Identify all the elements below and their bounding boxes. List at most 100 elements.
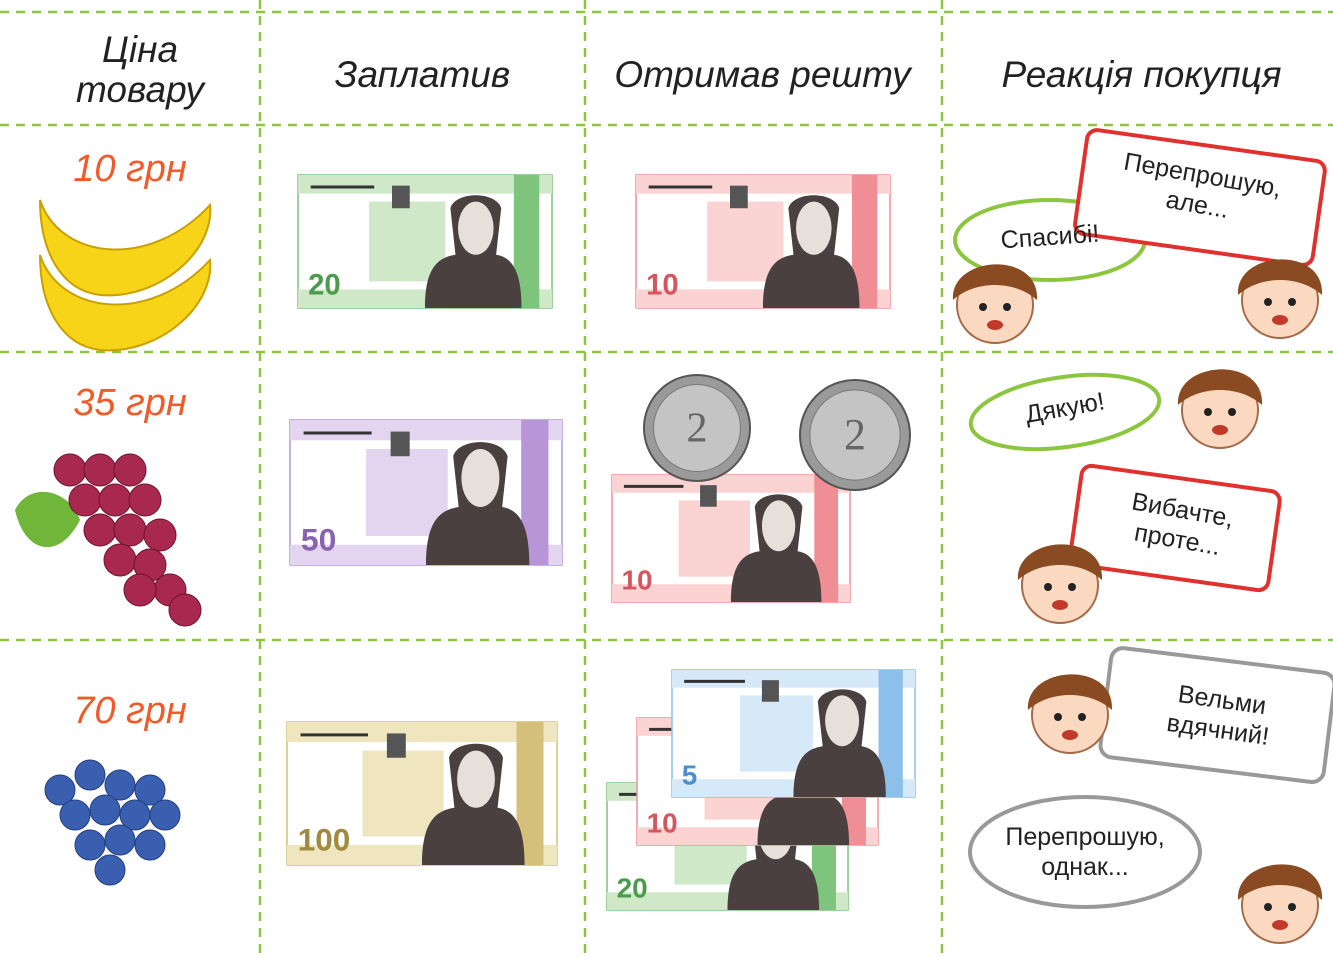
price: 35 грн — [73, 382, 187, 424]
emblem — [761, 680, 779, 702]
coin-inner — [809, 389, 901, 481]
blueberry — [59, 799, 91, 831]
banknote-band — [287, 722, 557, 743]
coin-value: 2 — [844, 410, 866, 459]
banknote-pattern — [366, 449, 448, 536]
blueberry — [104, 769, 136, 801]
boy-eye — [1068, 583, 1076, 591]
blueberry — [104, 824, 136, 856]
header: Реакція покупця — [1001, 54, 1282, 95]
price: 70 грн — [73, 690, 187, 732]
banknote-band — [612, 475, 850, 493]
banknote: 10 — [635, 174, 891, 309]
boy-eye — [1003, 303, 1011, 311]
banknote-pattern — [707, 201, 784, 282]
blueberry — [149, 799, 181, 831]
boy-eye — [1204, 408, 1212, 416]
emblem — [700, 485, 717, 507]
denomination: 10 — [647, 807, 678, 838]
blueberry — [134, 774, 166, 806]
boy-hair — [1027, 674, 1113, 710]
banknote-strip — [814, 475, 839, 602]
coin-value: 2 — [686, 404, 707, 451]
header: Отримав решту — [614, 54, 911, 95]
grape — [113, 513, 147, 547]
boy-mouth — [1272, 315, 1288, 325]
emblem — [729, 185, 748, 209]
banknote: 5 — [671, 669, 916, 798]
emblem — [391, 185, 410, 209]
denomination: 100 — [298, 823, 350, 858]
portrait-face — [457, 750, 495, 808]
header: Заплатив — [334, 54, 511, 95]
portrait-face — [458, 201, 494, 255]
boy-hair — [1177, 369, 1263, 405]
banana — [39, 199, 212, 297]
blueberry — [94, 854, 126, 886]
banknote-pattern — [740, 695, 813, 772]
blueberry — [74, 759, 106, 791]
coin-inner — [653, 384, 741, 472]
grape — [98, 483, 132, 517]
banknote-band — [672, 670, 915, 688]
boy-eye — [1288, 298, 1296, 306]
boy-mouth — [1272, 920, 1288, 930]
blueberry — [74, 829, 106, 861]
grape — [83, 453, 117, 487]
boy-eye — [1044, 583, 1052, 591]
banknote: 100 — [286, 721, 558, 866]
banknote-band — [290, 420, 562, 441]
portrait-face — [461, 449, 500, 507]
speech-bubble — [1073, 128, 1327, 267]
boy-mouth — [987, 320, 1003, 330]
grape — [128, 483, 162, 517]
speech-bubble — [968, 372, 1162, 452]
banana — [39, 254, 212, 352]
boy-mouth — [1062, 730, 1078, 740]
emblem — [386, 733, 406, 758]
banknote-pattern — [362, 750, 444, 837]
grape — [123, 573, 157, 607]
grape — [53, 453, 87, 487]
boy-hair — [1237, 864, 1323, 900]
boy-mouth — [1052, 600, 1068, 610]
boy-eye — [1288, 903, 1296, 911]
grape — [168, 593, 202, 627]
boy-eye — [1054, 713, 1062, 721]
grape — [143, 518, 177, 552]
banknote: 20 — [297, 174, 553, 309]
denomination: 50 — [301, 522, 336, 558]
portrait-face — [825, 695, 860, 747]
header: Ціна товару — [76, 29, 204, 110]
emblem — [390, 431, 410, 457]
boy-eye — [1228, 408, 1236, 416]
grape — [113, 453, 147, 487]
blueberry — [134, 829, 166, 861]
leaf — [15, 491, 80, 548]
speech-bubble — [968, 795, 1202, 909]
grape — [68, 483, 102, 517]
boy-eye — [1264, 298, 1272, 306]
speech-bubble — [1068, 463, 1282, 593]
denomination: 10 — [622, 564, 653, 595]
banknote: 10 — [611, 474, 851, 603]
boy-eye — [1078, 713, 1086, 721]
banknote: 50 — [289, 419, 563, 566]
boy-eye — [979, 303, 987, 311]
denomination: 5 — [682, 759, 698, 790]
boy-hair — [1237, 259, 1323, 295]
portrait-face — [761, 500, 796, 552]
boy-eye — [1264, 903, 1272, 911]
grape — [103, 543, 137, 577]
banknote-pattern — [369, 201, 446, 282]
denomination: 10 — [646, 270, 679, 302]
denomination: 20 — [308, 270, 341, 302]
banknote-band — [298, 175, 552, 194]
boy-hair — [952, 264, 1038, 300]
price: 10 грн — [73, 148, 187, 190]
grape — [83, 513, 117, 547]
boy-mouth — [1212, 425, 1228, 435]
blueberry — [89, 794, 121, 826]
